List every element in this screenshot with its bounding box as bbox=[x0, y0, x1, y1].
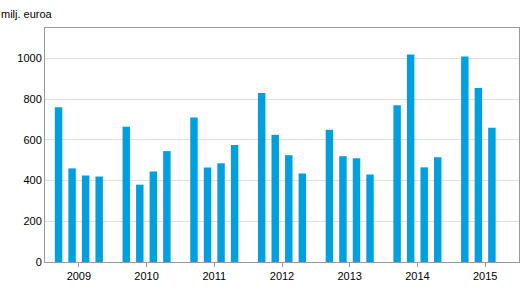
svg-text:2014: 2014 bbox=[405, 270, 429, 282]
svg-text:200: 200 bbox=[23, 215, 41, 227]
svg-text:800: 800 bbox=[23, 93, 41, 105]
svg-text:600: 600 bbox=[23, 134, 41, 146]
svg-text:2011: 2011 bbox=[202, 270, 226, 282]
svg-text:2012: 2012 bbox=[270, 270, 294, 282]
svg-text:0: 0 bbox=[36, 256, 42, 268]
svg-text:2015: 2015 bbox=[473, 270, 497, 282]
svg-text:2009: 2009 bbox=[67, 270, 91, 282]
svg-text:milj. euroa: milj. euroa bbox=[1, 8, 53, 20]
svg-text:2010: 2010 bbox=[134, 270, 158, 282]
svg-text:1000: 1000 bbox=[17, 52, 41, 64]
svg-text:400: 400 bbox=[23, 174, 41, 186]
svg-text:2013: 2013 bbox=[337, 270, 361, 282]
